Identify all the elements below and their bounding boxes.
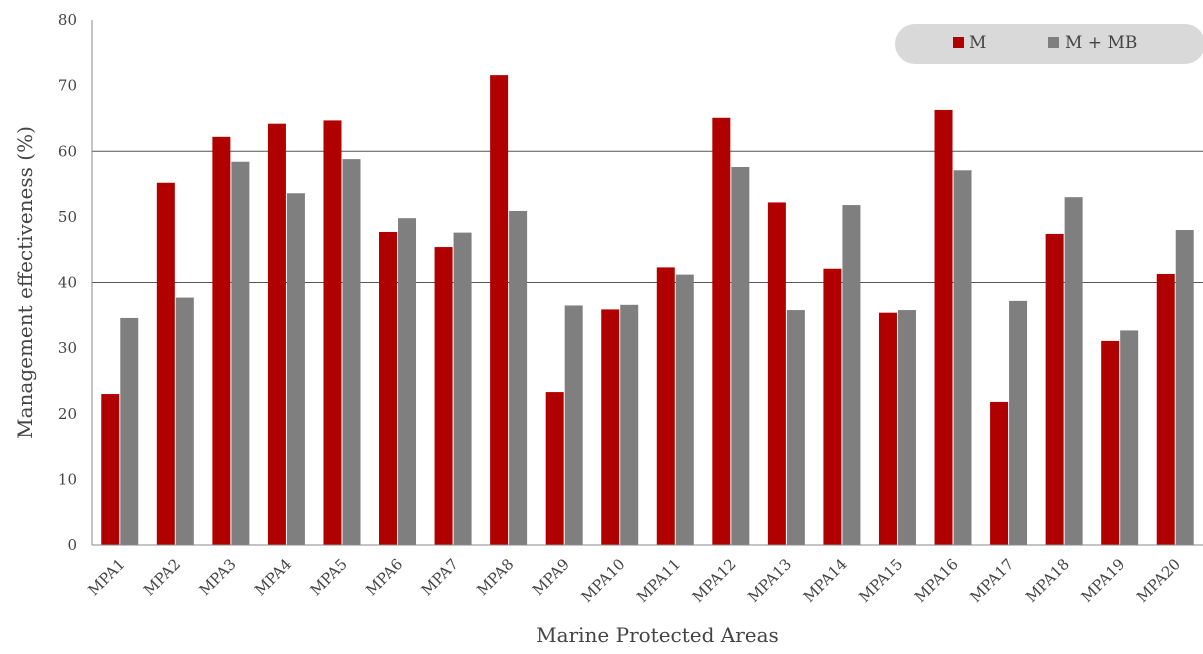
x-tick-label: MPA4 [251,555,295,599]
y-tick-label: 10 [58,470,77,488]
bar-m-mpa1 [101,394,120,545]
bars [101,75,1194,545]
bar-m-mb-mpa13 [786,310,805,545]
y-tick-label: 30 [58,339,77,357]
x-tick-label: MPA13 [744,555,795,606]
axes [91,20,1203,546]
bar-m-mpa14 [823,268,842,545]
bar-m-mb-mpa2 [175,297,194,545]
x-tick-label: MPA11 [633,555,684,606]
bar-m-mb-mpa4 [286,193,305,545]
bar-m-mpa19 [1101,340,1120,545]
x-axis-title: Marine Protected Areas [536,623,779,647]
bar-m-mb-mpa11 [675,274,694,545]
bar-m-mb-mpa10 [620,304,639,545]
x-tick-label: MPA10 [578,555,629,606]
x-tick-label: MPA5 [307,555,351,599]
bar-m-mb-mpa5 [342,159,361,545]
x-tick-label: MPA19 [1078,555,1129,606]
y-tick-label: 60 [58,142,77,160]
bar-m-mpa5 [323,120,342,545]
bar-m-mb-mpa6 [398,218,417,545]
bar-m-mpa16 [934,109,953,545]
bar-m-mb-mpa16 [953,170,972,545]
x-tick-label: MPA17 [966,555,1017,606]
bar-m-mpa4 [267,123,286,545]
x-tick-label: MPA20 [1133,555,1184,606]
bar-m-mpa20 [1156,273,1175,545]
bar-m-mpa3 [212,136,231,545]
bar-m-mpa2 [156,182,175,545]
y-tick-label: 50 [58,208,77,226]
legend: M M + MB [895,24,1203,64]
x-tick-label: MPA3 [196,555,240,599]
x-tick-labels: MPA1 MPA2 MPA3 MPA4 MPA5 MPA6 MPA7 MPA8 MPA9 MPA1… [84,555,1184,606]
x-tick-label: MPA2 [140,555,184,599]
y-tick-label: 20 [58,405,77,423]
bar-m-mpa11 [656,267,675,545]
x-tick-label: MPA16 [911,555,962,606]
bar-m-mpa9 [545,392,564,545]
x-tick-label: MPA18 [1022,555,1073,606]
bar-m-mpa6 [379,231,398,545]
bar-m-mb-mpa1 [120,317,139,545]
bar-m-mpa8 [490,75,509,545]
legend-label-m: M [969,33,986,53]
bar-m-mb-mpa14 [842,205,861,545]
bar-m-mpa15 [878,312,897,545]
bar-m-mpa18 [1045,233,1064,545]
bar-m-mpa7 [434,247,453,545]
bar-m-mb-mpa7 [453,232,472,545]
x-tick-label: MPA7 [418,555,462,599]
legend-label-m-mb: M + MB [1065,33,1137,53]
bar-m-mb-mpa18 [1064,197,1083,545]
y-tick-label: 0 [67,536,77,554]
bar-m-mb-mpa20 [1175,230,1194,545]
bar-m-mpa17 [990,401,1009,545]
y-tick-label: 40 [58,274,77,292]
bar-m-mb-mpa19 [1120,330,1139,545]
x-tick-label: MPA8 [473,555,517,599]
x-tick-label: MPA9 [529,555,573,599]
x-tick-label: MPA12 [689,555,740,606]
bar-m-mb-mpa12 [731,167,750,545]
bar-m-mpa10 [601,309,620,545]
bar-m-mpa13 [767,202,786,545]
bar-m-mb-mpa8 [509,210,528,545]
bar-m-mb-mpa3 [231,161,250,545]
x-tick-label: MPA1 [84,555,128,599]
y-tick-label: 70 [58,77,77,95]
legend-swatch-m [953,37,964,48]
bar-m-mb-mpa9 [564,305,583,545]
bar-m-mpa12 [712,117,731,545]
y-axis-title: Management effectiveness (%) [13,126,37,439]
legend-swatch-m-mb [1048,37,1059,48]
y-tick-label: 80 [58,11,77,29]
y-tick-labels: 0 10 20 30 40 50 60 70 80 [58,11,77,554]
x-tick-label: MPA14 [800,555,851,606]
x-tick-label: MPA15 [855,555,906,606]
gridlines [92,150,1203,283]
x-tick-label: MPA6 [362,555,406,599]
bar-m-mb-mpa17 [1009,300,1028,545]
bar-m-mb-mpa15 [897,310,916,545]
